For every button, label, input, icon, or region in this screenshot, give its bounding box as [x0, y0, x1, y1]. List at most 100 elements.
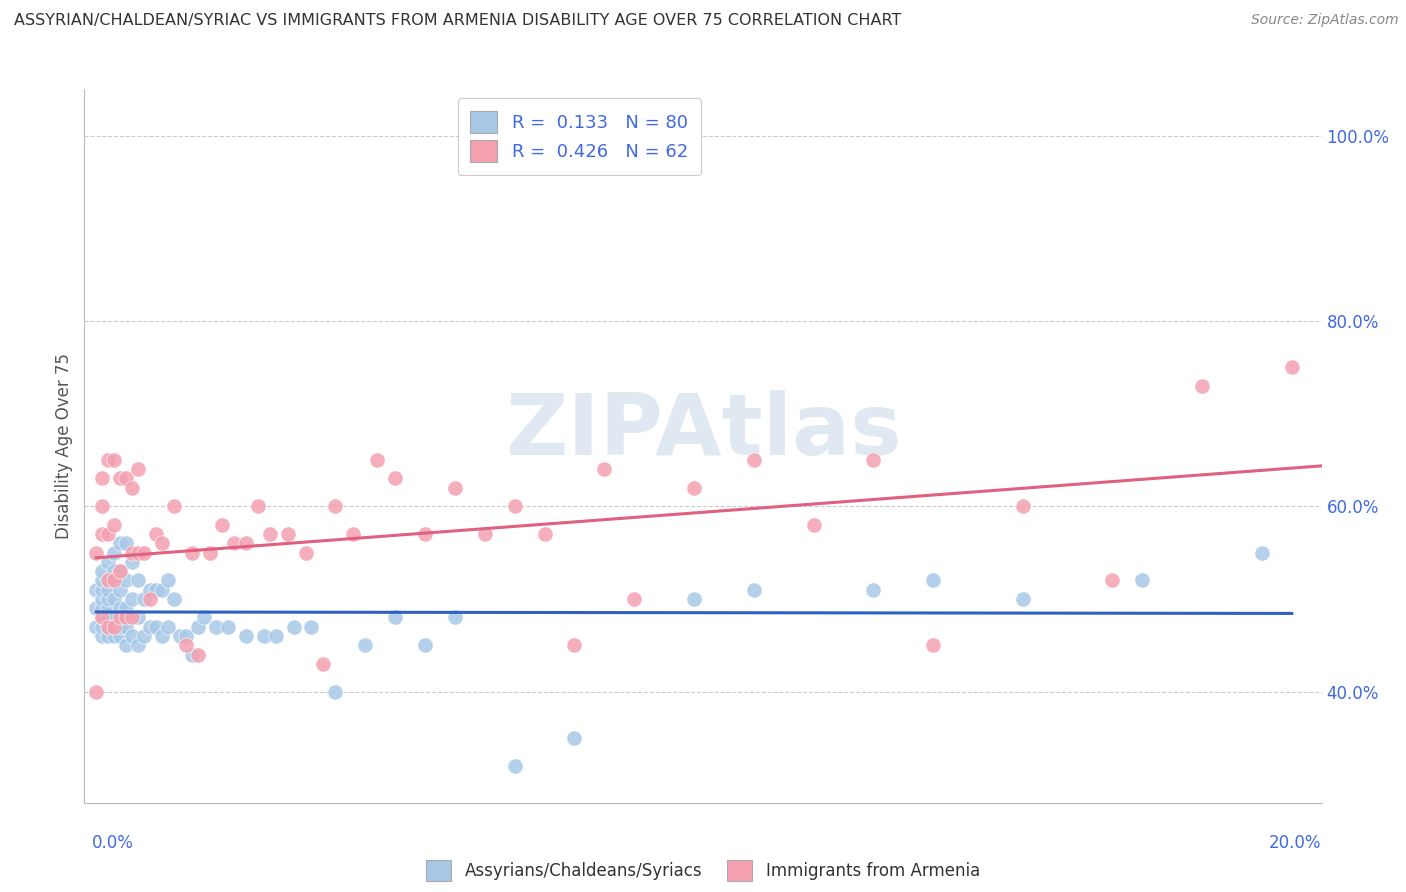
Point [862, 453, 884, 467]
Point [264, 629, 287, 643]
Legend: Assyrians/Chaldeans/Syriacs, Immigrants from Armenia: Assyrians/Chaldeans/Syriacs, Immigrants … [419, 854, 987, 888]
Point [533, 527, 555, 541]
Point [97, 620, 120, 634]
Point [91, 601, 114, 615]
Point [235, 536, 257, 550]
Point [803, 517, 825, 532]
Point [301, 620, 323, 634]
Point [1101, 574, 1123, 588]
Point [103, 545, 125, 559]
Point [366, 453, 388, 467]
Point [97, 610, 120, 624]
Point [103, 610, 125, 624]
Point [110, 536, 132, 550]
Point [121, 545, 143, 559]
Text: ZIPAtlas: ZIPAtlas [505, 390, 901, 474]
Point [163, 500, 186, 514]
Point [103, 564, 125, 578]
Point [86, 684, 108, 698]
Point [862, 582, 884, 597]
Point [503, 758, 526, 772]
Point [127, 545, 149, 559]
Point [259, 527, 281, 541]
Y-axis label: Disability Age Over 75: Disability Age Over 75 [55, 353, 73, 539]
Point [139, 591, 162, 606]
Point [157, 574, 180, 588]
Point [181, 545, 204, 559]
Point [91, 500, 114, 514]
Point [97, 601, 120, 615]
Point [312, 657, 335, 671]
Point [181, 648, 204, 662]
Point [103, 574, 125, 588]
Point [115, 471, 138, 485]
Point [127, 638, 149, 652]
Point [103, 620, 125, 634]
Point [103, 517, 125, 532]
Point [742, 582, 765, 597]
Point [103, 629, 125, 643]
Point [193, 610, 215, 624]
Point [187, 648, 209, 662]
Point [217, 620, 239, 634]
Point [110, 620, 132, 634]
Point [97, 582, 120, 597]
Point [150, 582, 173, 597]
Point [91, 629, 114, 643]
Point [86, 545, 108, 559]
Point [384, 471, 406, 485]
Text: ASSYRIAN/CHALDEAN/SYRIAC VS IMMIGRANTS FROM ARMENIA DISABILITY AGE OVER 75 CORRE: ASSYRIAN/CHALDEAN/SYRIAC VS IMMIGRANTS F… [14, 13, 901, 29]
Point [91, 582, 114, 597]
Point [384, 610, 406, 624]
Point [115, 601, 138, 615]
Point [91, 527, 114, 541]
Point [91, 564, 114, 578]
Text: 0.0%: 0.0% [91, 834, 134, 852]
Point [235, 629, 257, 643]
Point [205, 620, 228, 634]
Point [115, 574, 138, 588]
Point [121, 591, 143, 606]
Point [474, 527, 496, 541]
Point [211, 517, 233, 532]
Point [127, 574, 149, 588]
Point [253, 629, 276, 643]
Point [444, 610, 467, 624]
Point [86, 601, 108, 615]
Point [91, 610, 114, 624]
Point [91, 610, 114, 624]
Point [127, 462, 149, 476]
Point [97, 555, 120, 569]
Point [115, 638, 138, 652]
Point [444, 481, 467, 495]
Point [97, 527, 120, 541]
Point [103, 574, 125, 588]
Point [157, 620, 180, 634]
Point [115, 620, 138, 634]
Text: Source: ZipAtlas.com: Source: ZipAtlas.com [1251, 13, 1399, 28]
Point [115, 536, 138, 550]
Point [1281, 360, 1303, 375]
Point [86, 620, 108, 634]
Point [198, 545, 221, 559]
Point [91, 620, 114, 634]
Point [294, 545, 316, 559]
Point [110, 582, 132, 597]
Point [222, 536, 245, 550]
Point [277, 527, 299, 541]
Point [97, 574, 120, 588]
Point [1011, 591, 1033, 606]
Point [145, 527, 167, 541]
Point [1250, 545, 1272, 559]
Point [1130, 574, 1153, 588]
Point [115, 610, 138, 624]
Point [86, 582, 108, 597]
Point [246, 500, 269, 514]
Point [174, 638, 197, 652]
Point [110, 471, 132, 485]
Point [110, 564, 132, 578]
Point [97, 620, 120, 634]
Point [127, 610, 149, 624]
Point [103, 620, 125, 634]
Point [110, 601, 132, 615]
